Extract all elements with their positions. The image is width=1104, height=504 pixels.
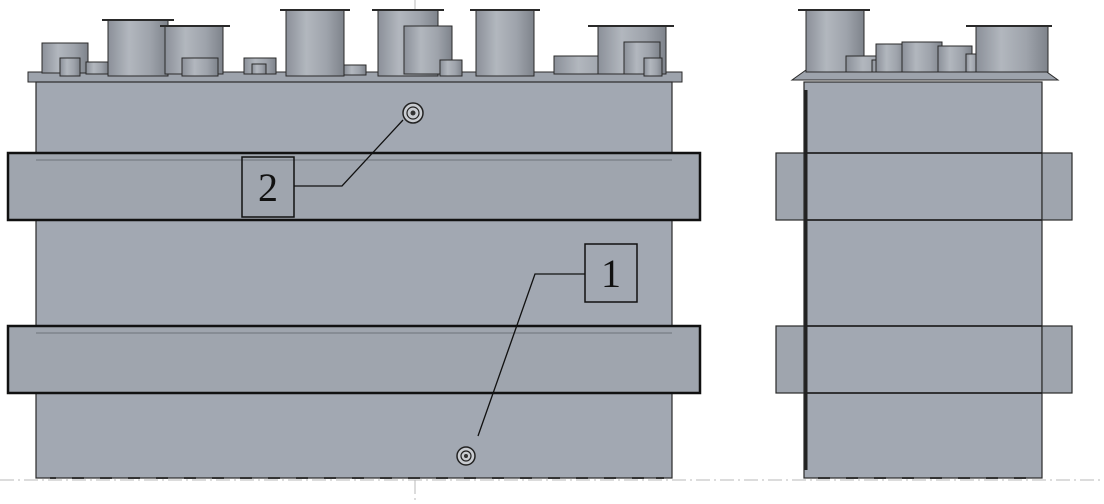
front-view: 2 1 bbox=[6, 9, 702, 479]
side-view bbox=[775, 9, 1073, 479]
callout-1: 1 bbox=[477, 243, 638, 437]
callout-2-label: 2 bbox=[258, 165, 278, 210]
side-bands bbox=[775, 152, 1073, 394]
side-top-fittings bbox=[798, 9, 1052, 73]
side-tank-body bbox=[803, 81, 1043, 479]
front-upper-band bbox=[6, 151, 702, 222]
callout-1-box bbox=[584, 243, 638, 303]
callout-1-label: 1 bbox=[601, 251, 621, 296]
front-lower-band bbox=[6, 324, 702, 395]
front-tank-body bbox=[35, 81, 673, 479]
front-top-fittings bbox=[41, 9, 674, 77]
fitting-marker-lower bbox=[456, 446, 476, 466]
callout-2-box bbox=[241, 156, 295, 218]
fitting-marker-upper bbox=[402, 102, 424, 124]
callout-2: 2 bbox=[241, 119, 404, 218]
